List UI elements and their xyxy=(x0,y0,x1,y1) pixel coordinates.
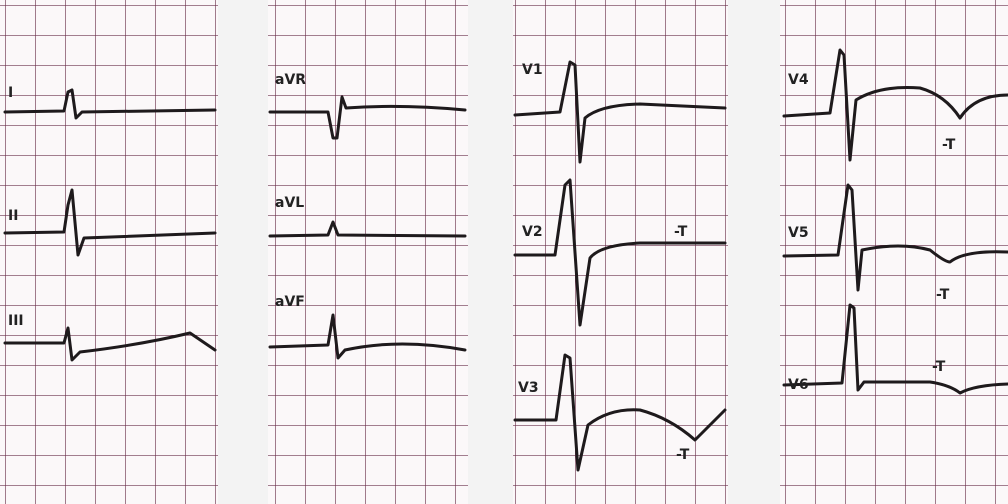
annotation: -T xyxy=(676,447,690,463)
lead-label: aVR xyxy=(275,72,306,88)
lead-label: V3 xyxy=(518,380,539,396)
lead-label: V1 xyxy=(522,62,543,78)
page: {"panels": [ {"leads": [{"label": "I"}, … xyxy=(0,0,1008,504)
lead-label: V6 xyxy=(788,377,809,393)
annotation: -T xyxy=(674,224,688,240)
ecg-sheet: I II III aVR aVL aVF V1 V2 V3 -T -T V4 V… xyxy=(0,0,1008,504)
annotation: -T xyxy=(932,359,946,375)
grid-panel xyxy=(513,0,728,504)
lead-label: III xyxy=(8,313,24,329)
lead-label: aVL xyxy=(275,195,304,211)
lead-label: aVF xyxy=(275,294,305,310)
grid-panel xyxy=(0,0,218,504)
lead-label: II xyxy=(8,208,18,224)
lead-label: I xyxy=(8,85,13,101)
annotation: -T xyxy=(936,287,950,303)
lead-label: V5 xyxy=(788,225,809,241)
annotation: -T xyxy=(942,137,956,153)
lead-label: V2 xyxy=(522,224,543,240)
lead-label: V4 xyxy=(788,72,809,88)
